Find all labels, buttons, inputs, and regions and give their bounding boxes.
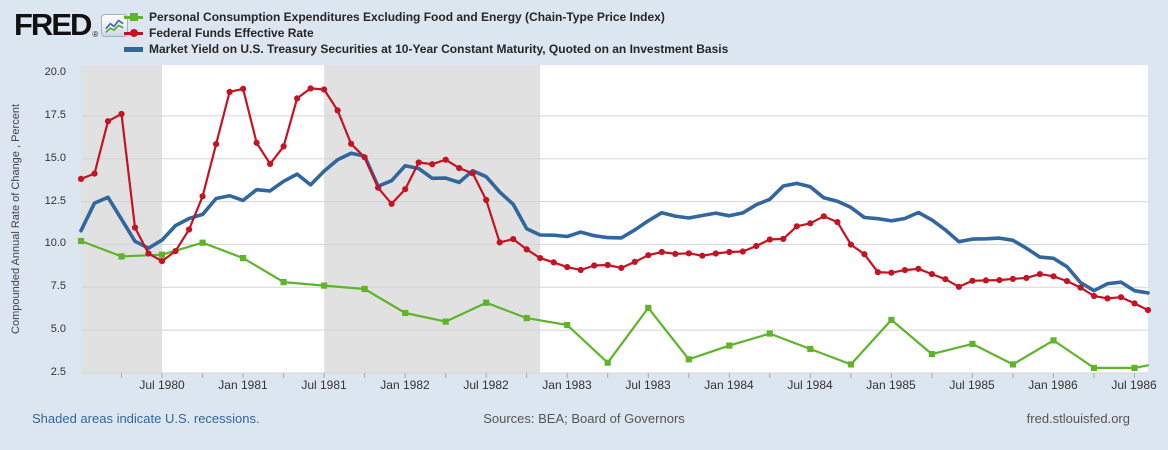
fred-logo-text: FRED [14,7,92,42]
y-tick-label: 20.0 [44,66,66,78]
x-tick-label: Jan 1985 [866,378,916,392]
fred-site-link[interactable]: fred.stlouisfed.org [1026,411,1130,426]
x-tick-label: Jan 1981 [218,378,268,392]
x-tick-label: Jan 1982 [380,378,430,392]
y-tick-label: 2.5 [50,366,66,378]
legend-row-treasury[interactable]: Market Yield on U.S. Treasury Securities… [124,41,728,57]
y-axis-title: Compounded Annual Rate of Change , Perce… [10,104,22,334]
x-tick-label: Jul 1983 [625,378,671,392]
treasury-series-marker-icon [124,44,143,54]
legend-row-fedfunds[interactable]: Federal Funds Effective Rate [124,25,728,41]
legend: Personal Consumption Expenditures Exclud… [124,9,728,57]
y-tick-label: 5.0 [50,323,66,335]
y-tick-label: 15.0 [44,152,66,164]
x-tick-label: Jul 1981 [301,378,347,392]
fred-logo-chart-icon [101,14,129,37]
y-tick-label: 12.5 [44,195,66,207]
recession-band [324,65,541,373]
plot-area[interactable] [77,65,1152,379]
legend-row-pce[interactable]: Personal Consumption Expenditures Exclud… [124,9,728,25]
legend-label-fedfunds: Federal Funds Effective Rate [149,26,314,40]
x-tick-label: Jan 1983 [542,378,592,392]
pce-series-marker-icon [124,12,143,22]
fred-registered-mark: ® [92,30,99,39]
y-tick-label: 17.5 [44,109,66,121]
recession-note[interactable]: Shaded areas indicate U.S. recessions. [32,411,260,426]
legend-label-treasury: Market Yield on U.S. Treasury Securities… [149,42,729,56]
x-tick-label: Jul 1980 [139,378,185,392]
x-tick-label: Jan 1984 [704,378,754,392]
x-tick-label: Jul 1984 [787,378,833,392]
legend-label-pce: Personal Consumption Expenditures Exclud… [149,10,665,24]
x-tick-label: Jul 1986 [1111,378,1157,392]
sources-text: Sources: BEA; Board of Governors [483,411,685,426]
y-tick-label: 10.0 [44,237,66,249]
fred-logo[interactable]: FRED ® [14,7,129,42]
y-tick-label: 7.5 [50,280,66,292]
fedfunds-series-marker-icon [124,28,143,38]
x-tick-label: Jul 1982 [463,378,509,392]
x-tick-label: Jul 1985 [949,378,995,392]
x-tick-label: Jan 1986 [1028,378,1078,392]
